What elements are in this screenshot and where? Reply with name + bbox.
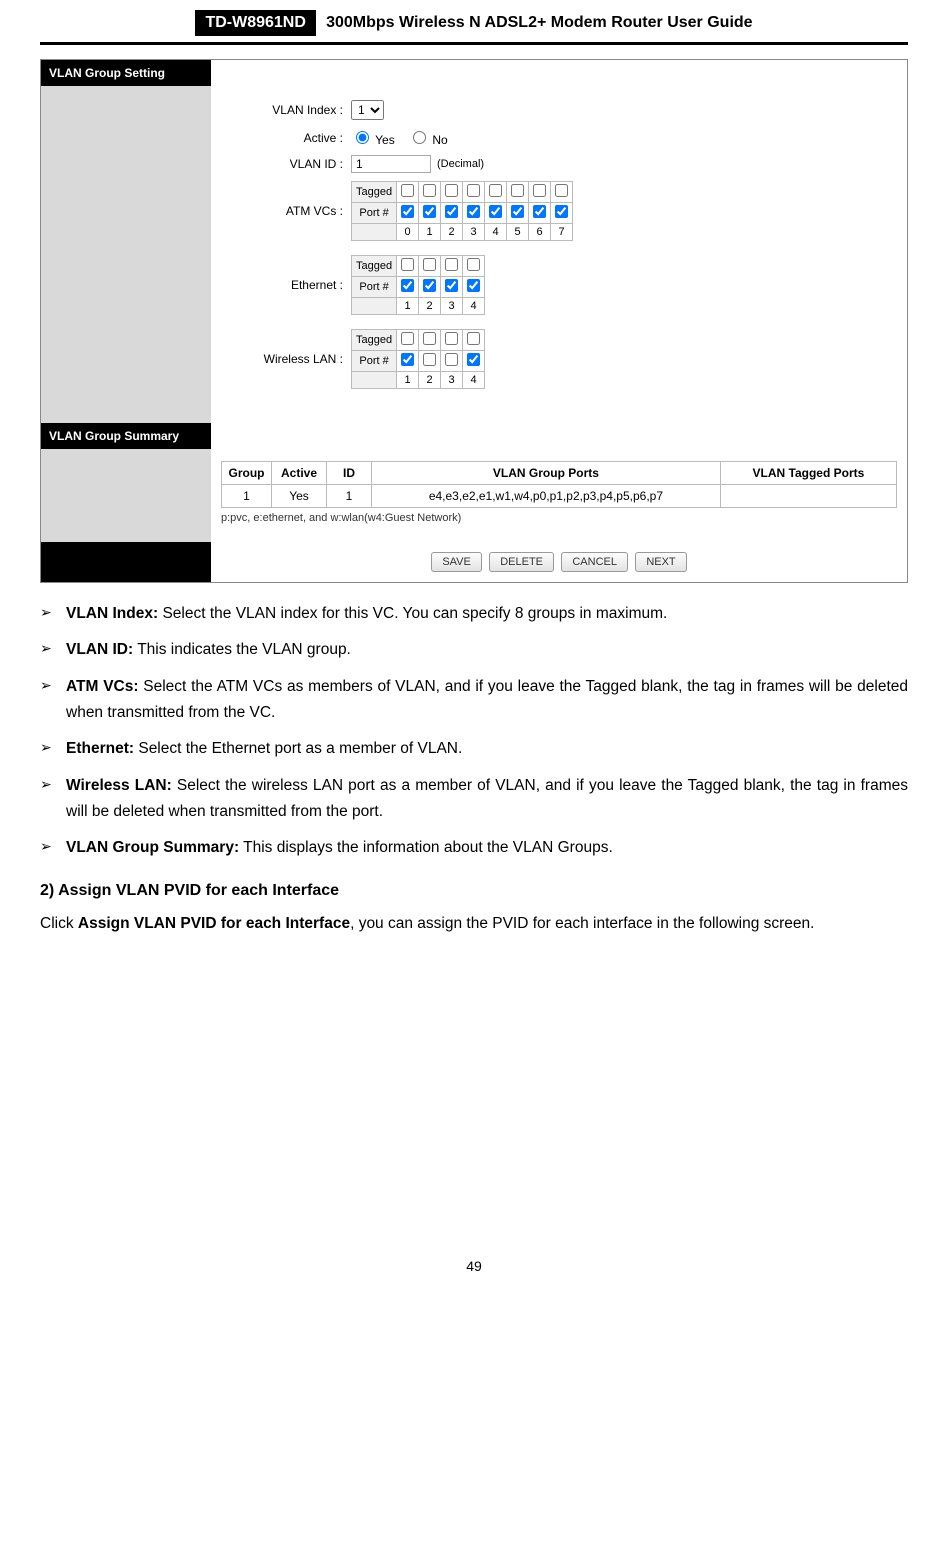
section-vlan-group-setting: VLAN Group Setting: [41, 60, 211, 86]
section-2-heading: 2) Assign VLAN PVID for each Interface: [40, 882, 908, 900]
eth-port-1[interactable]: [401, 279, 414, 292]
sidebar-gray-1: [41, 86, 211, 423]
atm-tagged-0[interactable]: [401, 184, 414, 197]
eth-tagged-2[interactable]: [423, 258, 436, 271]
atm-tagged-3[interactable]: [467, 184, 480, 197]
model-badge: TD-W8961ND: [195, 10, 315, 36]
radio-active-yes-wrap[interactable]: Yes: [351, 133, 395, 147]
eth-tagged-4[interactable]: [467, 258, 480, 271]
sidebar-black: [41, 542, 211, 582]
wlan-port-2[interactable]: [423, 353, 436, 366]
eth-port-2[interactable]: [423, 279, 436, 292]
list-item: ➢ VLAN ID: This indicates the VLAN group…: [40, 637, 908, 663]
atm-tagged-4[interactable]: [489, 184, 502, 197]
list-item: ➢ Ethernet: Select the Ethernet port as …: [40, 736, 908, 762]
atm-port-7[interactable]: [555, 205, 568, 218]
vlan-id-suffix: (Decimal): [437, 158, 484, 170]
atm-port-2[interactable]: [445, 205, 458, 218]
radio-active-yes[interactable]: [356, 131, 369, 144]
wlan-tagged-3[interactable]: [445, 332, 458, 345]
wlan-port-1[interactable]: [401, 353, 414, 366]
bullet-icon: ➢: [40, 736, 66, 762]
eth-port-4[interactable]: [467, 279, 480, 292]
page-header: TD-W8961ND 300Mbps Wireless N ADSL2+ Mod…: [40, 0, 908, 45]
bullet-icon: ➢: [40, 835, 66, 861]
page-number: 49: [40, 1258, 908, 1274]
bullet-icon: ➢: [40, 773, 66, 826]
radio-active-no[interactable]: [413, 131, 426, 144]
cancel-button[interactable]: CANCEL: [561, 552, 628, 572]
eth-tagged-3[interactable]: [445, 258, 458, 271]
vlan-screenshot: VLAN Group Setting VLAN Index : 1 Active…: [40, 59, 908, 583]
atm-tagged-6[interactable]: [533, 184, 546, 197]
list-item: ➢ VLAN Group Summary: This displays the …: [40, 835, 908, 861]
atm-tagged-1[interactable]: [423, 184, 436, 197]
wlan-port-4[interactable]: [467, 353, 480, 366]
list-item: ➢ VLAN Index: Select the VLAN index for …: [40, 601, 908, 627]
section-2-paragraph: Click Assign VLAN PVID for each Interfac…: [40, 910, 908, 938]
wlan-tagged-1[interactable]: [401, 332, 414, 345]
atm-tagged-5[interactable]: [511, 184, 524, 197]
bullet-icon: ➢: [40, 637, 66, 663]
vlan-id-input[interactable]: [351, 155, 431, 173]
table-row: 1 Yes 1 e4,e3,e2,e1,w1,w4,p0,p1,p2,p3,p4…: [222, 485, 897, 508]
atm-port-table: Tagged Port #: [351, 181, 573, 241]
save-button[interactable]: SAVE: [431, 552, 482, 572]
label-wireless-lan: Wireless LAN :: [231, 352, 351, 366]
guide-title: 300Mbps Wireless N ADSL2+ Modem Router U…: [326, 14, 752, 31]
vlan-index-select[interactable]: 1: [351, 100, 384, 120]
atm-port-3[interactable]: [467, 205, 480, 218]
atm-port-4[interactable]: [489, 205, 502, 218]
delete-button[interactable]: DELETE: [489, 552, 554, 572]
label-vlan-id: VLAN ID :: [231, 157, 351, 171]
atm-port-6[interactable]: [533, 205, 546, 218]
atm-port-0[interactable]: [401, 205, 414, 218]
wlan-tagged-4[interactable]: [467, 332, 480, 345]
label-vlan-index: VLAN Index :: [231, 103, 351, 117]
wlan-port-3[interactable]: [445, 353, 458, 366]
next-button[interactable]: NEXT: [635, 552, 686, 572]
ethernet-port-table: Tagged Port #: [351, 255, 485, 315]
label-active: Active :: [231, 131, 351, 145]
bullet-icon: ➢: [40, 601, 66, 627]
vlan-summary-table: Group Active ID VLAN Group Ports VLAN Ta…: [221, 461, 897, 508]
section-vlan-group-summary: VLAN Group Summary: [41, 423, 211, 449]
bullet-icon: ➢: [40, 674, 66, 727]
wlan-port-table: Tagged Port #: [351, 329, 485, 389]
sidebar-gray-2: [41, 449, 211, 542]
eth-tagged-1[interactable]: [401, 258, 414, 271]
label-ethernet: Ethernet :: [231, 278, 351, 292]
eth-port-3[interactable]: [445, 279, 458, 292]
atm-port-1[interactable]: [423, 205, 436, 218]
wlan-tagged-2[interactable]: [423, 332, 436, 345]
feature-bullet-list: ➢ VLAN Index: Select the VLAN index for …: [40, 601, 908, 862]
summary-legend: p:pvc, e:ethernet, and w:wlan(w4:Guest N…: [221, 512, 897, 524]
atm-tagged-2[interactable]: [445, 184, 458, 197]
list-item: ➢ Wireless LAN: Select the wireless LAN …: [40, 773, 908, 826]
atm-tagged-7[interactable]: [555, 184, 568, 197]
radio-active-no-wrap[interactable]: No: [408, 133, 448, 147]
atm-port-5[interactable]: [511, 205, 524, 218]
list-item: ➢ ATM VCs: Select the ATM VCs as members…: [40, 674, 908, 727]
label-atm-vcs: ATM VCs :: [231, 204, 351, 218]
